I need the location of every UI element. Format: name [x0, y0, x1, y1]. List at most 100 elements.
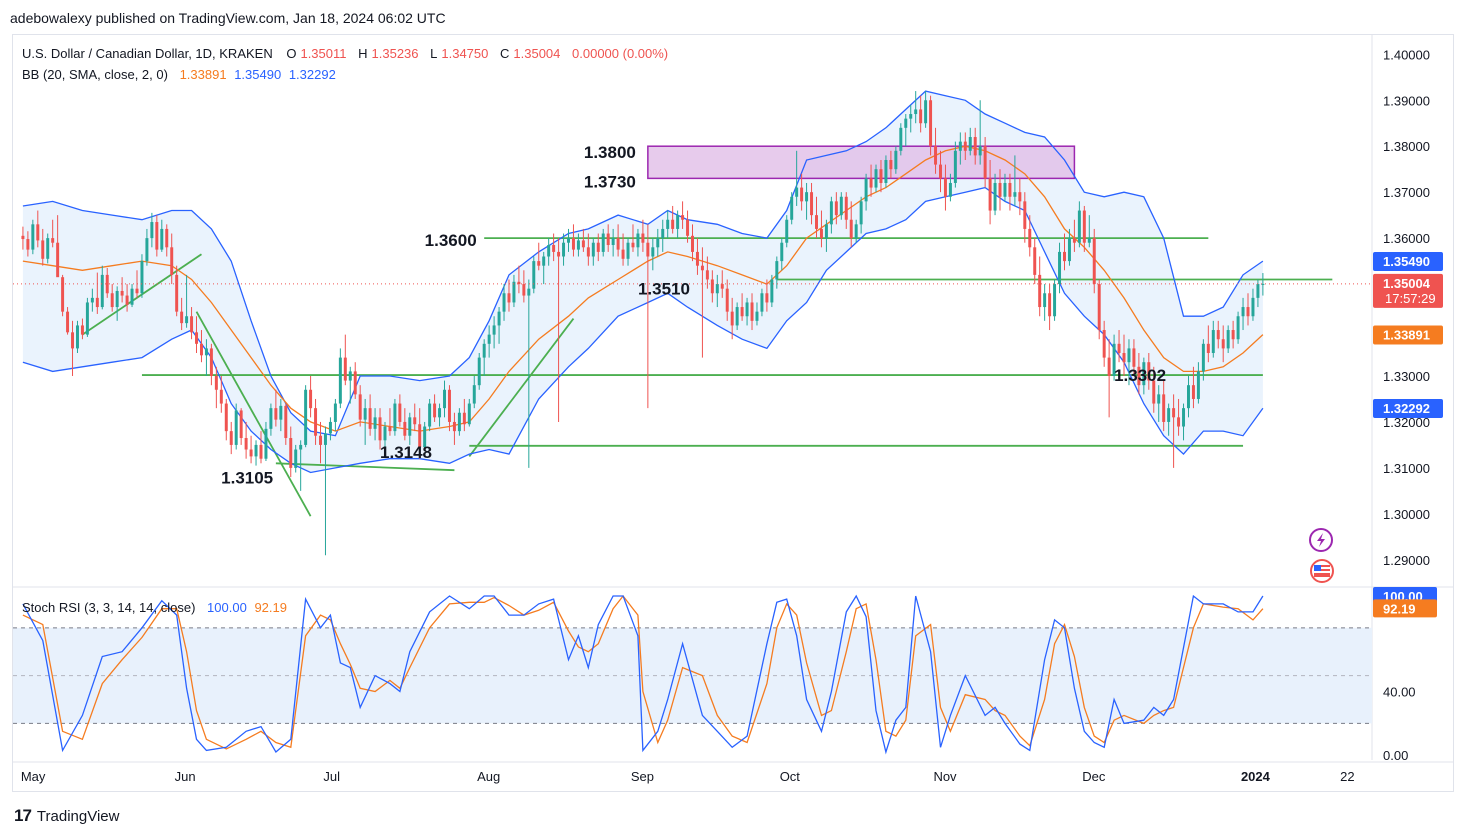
candle-body — [383, 426, 387, 441]
candle-body — [502, 293, 506, 312]
candle-body — [269, 408, 273, 429]
price-tick-label: 1.33000 — [1383, 369, 1430, 384]
candle-body — [1211, 330, 1215, 354]
candle-body — [1033, 247, 1037, 275]
stoch-name[interactable]: Stoch RSI (3, 3, 14, 14, close) — [22, 600, 196, 615]
candle-body — [904, 118, 908, 128]
candle-body — [1142, 362, 1146, 386]
trend-line — [275, 462, 455, 472]
candle-body — [839, 196, 843, 216]
candle-body — [418, 424, 422, 448]
candle-body — [413, 417, 417, 425]
tradingview-logo-icon[interactable]: 17 — [14, 806, 32, 825]
candle-body — [740, 307, 744, 317]
candle-body — [998, 182, 1002, 197]
candle-body — [358, 394, 362, 420]
candle-body — [249, 449, 253, 457]
candle-body — [264, 428, 268, 459]
candle-body — [824, 224, 828, 239]
candle-body — [1191, 385, 1195, 399]
stoch-legend: Stoch RSI (3, 3, 14, 14, close) 100.00 9… — [22, 600, 291, 615]
candle-body — [1043, 293, 1047, 308]
candle-body — [1256, 284, 1260, 298]
candle-body — [299, 444, 303, 450]
candle-body — [125, 295, 129, 305]
candle-body — [185, 316, 189, 324]
trend-line — [468, 317, 575, 457]
bb-upper-value: 1.35490 — [234, 67, 282, 82]
candle-body — [1221, 339, 1225, 349]
candle-body — [462, 412, 466, 425]
ohlc-high: H 1.35236 — [358, 46, 422, 61]
candle-body — [85, 302, 89, 335]
candle-body — [209, 348, 213, 376]
price-tick-label: 1.39000 — [1383, 93, 1430, 108]
candle-body — [393, 403, 397, 432]
lightning-icon[interactable] — [1309, 528, 1333, 552]
candle-body — [512, 281, 516, 303]
symbol-title[interactable]: U.S. Dollar / Canadian Dollar, 1D, KRAKE… — [22, 46, 273, 61]
candle-body — [75, 325, 79, 349]
close-value: 1.35004 — [513, 46, 561, 61]
candle-body — [1196, 371, 1200, 399]
brand-name[interactable]: TradingView — [36, 807, 120, 825]
candle-body — [1132, 348, 1136, 367]
candle-body — [1206, 343, 1210, 354]
candle-body — [909, 114, 913, 119]
candle-body — [274, 408, 278, 420]
time-tick-label: Oct — [780, 769, 801, 784]
candle-body — [805, 192, 809, 202]
candle-body — [328, 421, 332, 434]
bb-name[interactable]: BB (20, SMA, close, 2, 0) — [22, 67, 168, 82]
candle-body — [963, 141, 967, 151]
high-label: H — [358, 46, 368, 61]
candle-body — [958, 141, 962, 151]
price-tick-label: 1.36000 — [1383, 231, 1430, 246]
candle-body — [1186, 385, 1190, 409]
candle-body — [90, 297, 94, 303]
publisher-header: adebowalexy published on TradingView.com… — [10, 10, 446, 26]
candle-body — [1112, 343, 1116, 376]
candle-body — [700, 265, 704, 271]
candle-body — [130, 288, 134, 305]
time-tick-label: Dec — [1082, 769, 1106, 784]
candle-body — [36, 224, 40, 241]
stoch-tick-label: 0.00 — [1383, 748, 1408, 763]
candle-body — [1077, 210, 1081, 243]
candle-body — [1122, 353, 1126, 363]
candle-body — [993, 182, 997, 211]
candle-body — [343, 357, 347, 381]
candle-body — [1087, 238, 1091, 243]
candle-body — [879, 169, 883, 183]
candle-body — [51, 238, 55, 243]
candle-body — [532, 261, 536, 289]
level-label: 1.3105 — [221, 469, 273, 488]
candle-body — [105, 274, 109, 294]
candle-body — [199, 343, 203, 356]
candle-body — [175, 274, 179, 312]
price-label-text: 1.35004 — [1383, 276, 1431, 291]
candle-body — [557, 251, 561, 257]
candle-body — [983, 146, 987, 179]
resistance-zone — [647, 145, 1076, 180]
candle-body — [606, 233, 610, 246]
candle-body — [884, 159, 888, 183]
candle-body — [110, 293, 114, 308]
candle-body — [636, 233, 640, 248]
candle-body — [686, 219, 690, 236]
high-value: 1.35236 — [371, 46, 419, 61]
candle-body — [1018, 192, 1022, 202]
candle-body — [919, 109, 923, 124]
candle-body — [1162, 394, 1166, 422]
candle-body — [309, 389, 313, 409]
us-flag-icon[interactable] — [1310, 559, 1334, 583]
candle-body — [224, 403, 228, 432]
low-label: L — [430, 46, 438, 61]
candle-body — [1117, 343, 1121, 354]
candle-body — [61, 277, 65, 312]
candle-body — [1038, 274, 1042, 308]
trend-line — [195, 311, 312, 517]
candle-body — [745, 302, 749, 317]
candle-body — [939, 164, 942, 179]
